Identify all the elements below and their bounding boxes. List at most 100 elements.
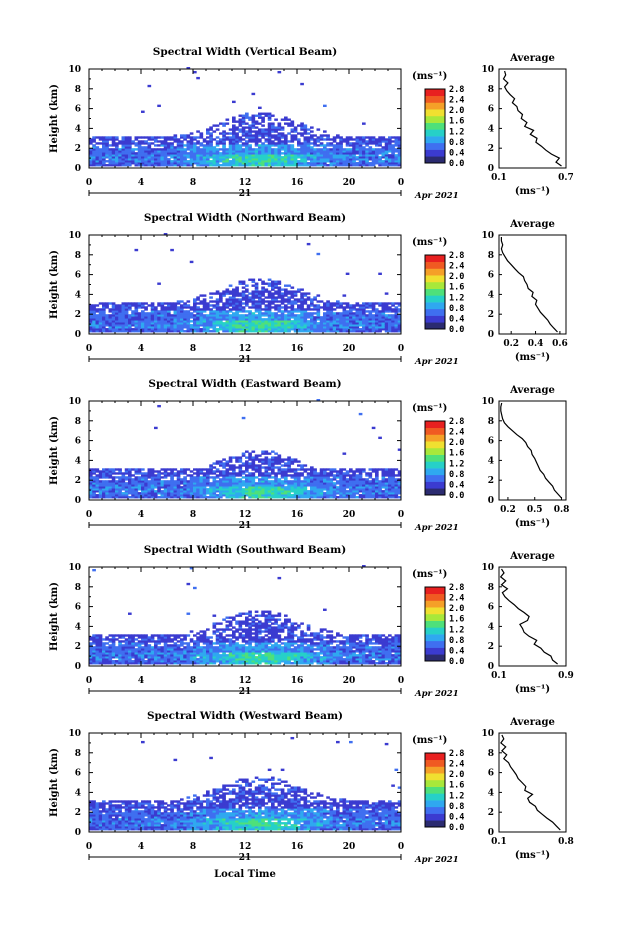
heatmap-cell [362,490,366,493]
heatmap-cell [339,492,343,495]
heatmap-cell [274,158,278,161]
heatmap-cell [261,466,265,469]
heatmap-cell [157,476,161,479]
heatmap-cell [183,156,187,159]
heatmap-cell [375,488,379,491]
heatmap-cell [362,320,366,323]
heatmap-cell [349,164,353,167]
heatmap-cell [219,324,223,327]
heatmap-cell [209,330,213,333]
heatmap-cell [128,302,132,305]
heatmap-cell [277,320,282,323]
heatmap-cell [111,164,116,167]
heatmap-cell [189,136,194,139]
heatmap-cell [150,330,155,333]
heatmap-cell [336,480,340,483]
heatmap-cell [254,160,259,163]
heatmap-cell [92,146,96,149]
y-tick-label: 2 [75,310,81,320]
heatmap-cell [319,134,324,137]
y-tick-label: 10 [68,397,81,407]
heatmap-cell [391,304,395,307]
heatmap-cell [128,144,132,147]
heatmap-cell [173,146,178,149]
heatmap-cell [232,146,236,149]
heatmap-cell [89,476,93,479]
heatmap-cell [375,476,379,479]
heatmap-cell [92,648,96,651]
heatmap-cell [199,486,204,489]
heatmap-cell [287,456,291,459]
heatmap-cell [287,118,291,121]
heatmap-cell [206,162,210,165]
heatmap-cell [345,494,350,497]
heatmap-cell [108,494,113,497]
heatmap-cell [225,460,230,463]
heatmap-cell [170,138,174,141]
heatmap-cell [362,484,366,487]
heatmap-cell [111,648,116,651]
heatmap-cell [232,100,236,104]
heatmap-cell [209,316,213,319]
heatmap-cell [105,330,109,333]
heatmap-cell [154,492,158,495]
heatmap-cell [180,306,184,309]
heatmap-cell [154,306,158,309]
heatmap-cell [378,162,382,165]
heatmap-cell [115,320,119,323]
heatmap-cell [375,490,379,493]
heatmap-cell [144,308,148,311]
heatmap-cell [131,646,135,649]
heatmap-cell [261,478,265,481]
heatmap-cell [167,154,171,157]
heatmap-cell [232,118,236,121]
heatmap-cell [163,470,168,473]
heatmap-cell [105,150,109,153]
heatmap-cell [264,134,269,137]
heatmap-cell [89,478,93,481]
heatmap-cell [121,318,126,321]
heatmap-cell [352,474,356,477]
heatmap-cell [284,150,288,153]
heatmap-cell [131,640,135,643]
heatmap-cell [121,138,126,141]
heatmap-cell [167,324,171,327]
heatmap-cell [368,142,373,145]
colorbar-swatch [425,308,445,316]
heatmap-cell [89,148,93,151]
heatmap-cell [384,164,389,167]
heatmap-cell [306,474,311,477]
heatmap-cell [375,312,379,315]
heatmap-cell [215,142,220,145]
heatmap-cell [196,328,200,331]
heatmap-cell [115,136,119,139]
heatmap-cell [141,314,145,317]
heatmap-cell [241,114,246,117]
heatmap-cell [183,494,187,497]
heatmap-cell [92,320,96,323]
heatmap-cell [355,302,360,305]
heatmap-cell [98,642,103,645]
heatmap-cell [209,484,213,487]
heatmap-cell [355,316,360,319]
heatmap-cell [235,164,239,167]
heatmap-cell [215,488,220,491]
heatmap-cell [319,316,324,319]
heatmap-cell [316,399,321,402]
heatmap-cell [258,148,262,151]
heatmap-cell [394,158,399,161]
heatmap-cell [384,492,389,495]
heatmap-cell [355,478,360,481]
heatmap-cell [293,294,298,297]
heatmap-cell [245,460,249,463]
heatmap-cell [147,330,152,333]
heatmap-cell [274,280,278,283]
heatmap-cell [241,296,246,299]
heatmap-cell [215,152,220,155]
heatmap-cell [89,660,93,663]
heatmap-cell [167,484,171,487]
heatmap-cell [336,154,340,157]
heatmap-cell [329,154,334,157]
heatmap-cell [371,156,376,159]
heatmap-cell [245,140,249,143]
